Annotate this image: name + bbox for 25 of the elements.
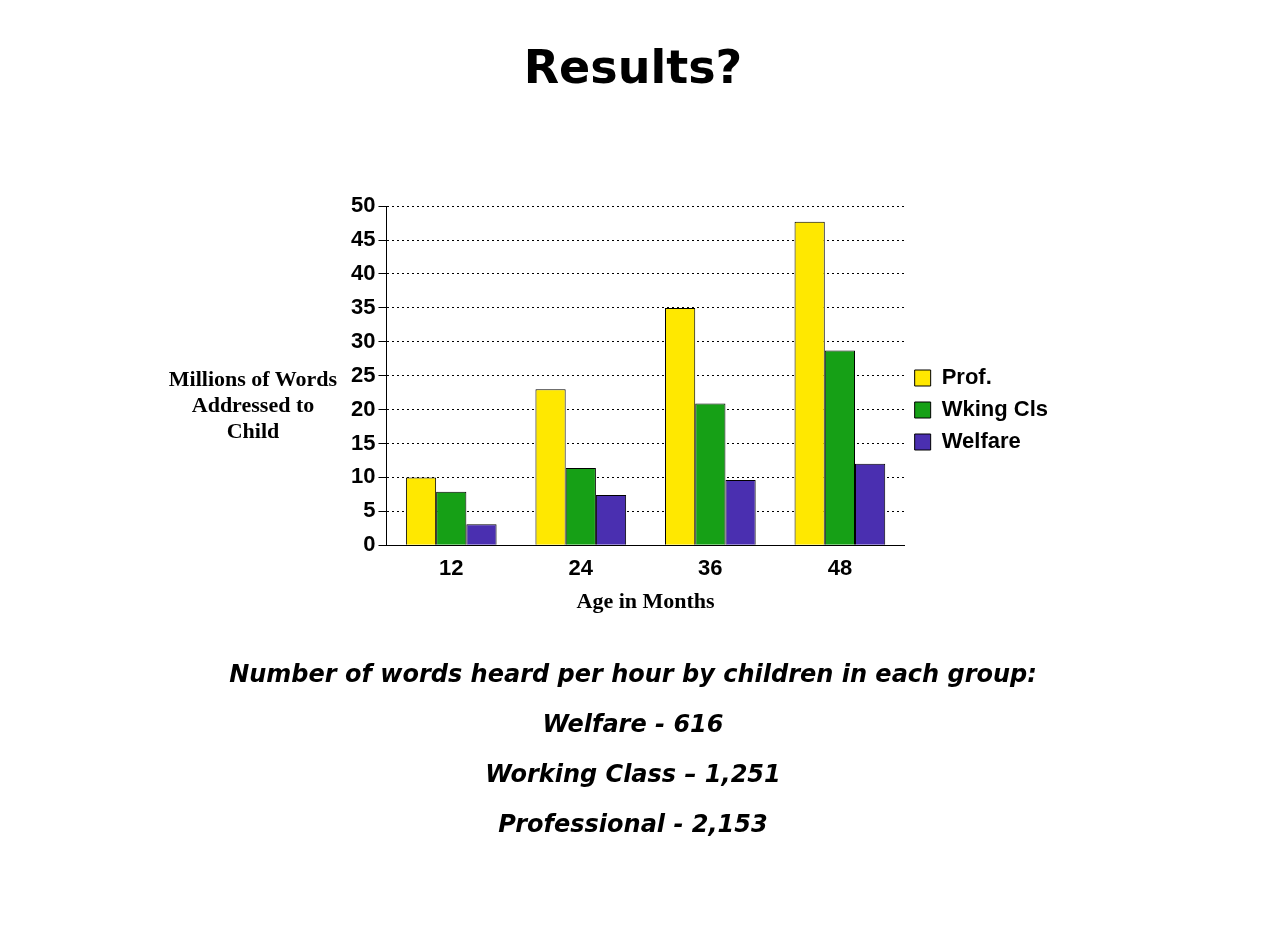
y-tick-label: 25 <box>350 361 376 387</box>
y-axis-title: Millions of Words Addressed to Child <box>168 366 338 444</box>
y-tick-label: 15 <box>350 429 376 455</box>
legend-label: Wking Cls <box>941 396 1049 422</box>
text: Professional - 2,153 <box>497 810 769 838</box>
text: Number of words heard per hour by children in each group: <box>228 660 1038 688</box>
legend-label: Prof. <box>941 364 992 390</box>
y-tick-label: 30 <box>350 327 376 353</box>
y-tick-label: 20 <box>350 395 376 421</box>
x-tick-label: 12 <box>439 555 464 581</box>
y-tick-label: 10 <box>350 463 376 489</box>
x-tick-label: 24 <box>568 555 594 581</box>
x-tick-label: 36 <box>698 555 723 581</box>
y-tick-label: 40 <box>350 260 376 286</box>
chart-title: Results? <box>522 40 744 96</box>
x-axis-title: Age in Months <box>576 588 716 614</box>
y-tick-label: 0 <box>363 531 376 557</box>
y-tick-label: 45 <box>350 226 376 252</box>
y-tick-label: 5 <box>363 497 376 523</box>
x-tick-label: 48 <box>827 555 853 581</box>
text: Working Class – 1,251 <box>484 760 782 788</box>
y-tick-label: 50 <box>350 192 376 218</box>
text: Welfare - 616 <box>541 710 725 738</box>
legend-label: Welfare <box>941 428 1021 454</box>
y-tick-label: 35 <box>350 293 376 319</box>
